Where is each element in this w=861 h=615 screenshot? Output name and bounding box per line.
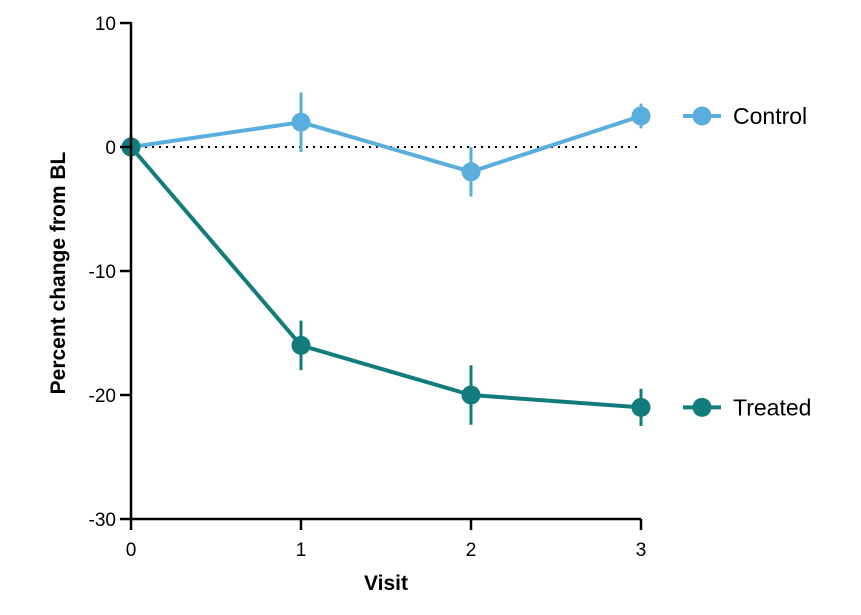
y-tick-label: 10 xyxy=(95,14,116,35)
y-axis-title: Percent change from BL xyxy=(47,151,70,394)
series-control xyxy=(121,92,651,197)
x-tick-label: 0 xyxy=(126,540,137,561)
legend-swatch-marker xyxy=(692,106,712,126)
x-tick-label: 3 xyxy=(636,540,647,561)
data-point xyxy=(291,335,311,355)
legend-label: Treated xyxy=(733,394,811,420)
axes xyxy=(129,22,641,521)
legend-label: Control xyxy=(733,103,807,129)
legend-swatch-marker xyxy=(692,397,712,417)
y-axis-ticks: 10 0 -10 -20 -30 xyxy=(89,14,131,531)
series-layer xyxy=(121,92,651,426)
x-axis-title: Visit xyxy=(364,572,408,595)
legend-item-control: Control xyxy=(683,103,807,129)
x-tick-label: 2 xyxy=(466,540,477,561)
series-treated xyxy=(121,134,651,426)
data-point xyxy=(461,385,481,405)
series-line xyxy=(129,145,642,410)
legend: Control Treated xyxy=(683,103,811,420)
y-tick-label: 0 xyxy=(105,138,116,159)
x-tick-label: 1 xyxy=(296,540,307,561)
x-axis-ticks: 0 1 2 3 xyxy=(126,519,647,561)
series-line xyxy=(130,114,642,174)
data-point xyxy=(461,162,481,182)
data-point xyxy=(291,112,311,132)
y-tick-label: -30 xyxy=(89,510,116,531)
y-tick-label: -10 xyxy=(89,262,116,283)
data-point xyxy=(631,106,651,126)
legend-item-treated: Treated xyxy=(683,394,811,420)
data-point xyxy=(631,397,651,417)
y-tick-label: -20 xyxy=(89,386,116,407)
